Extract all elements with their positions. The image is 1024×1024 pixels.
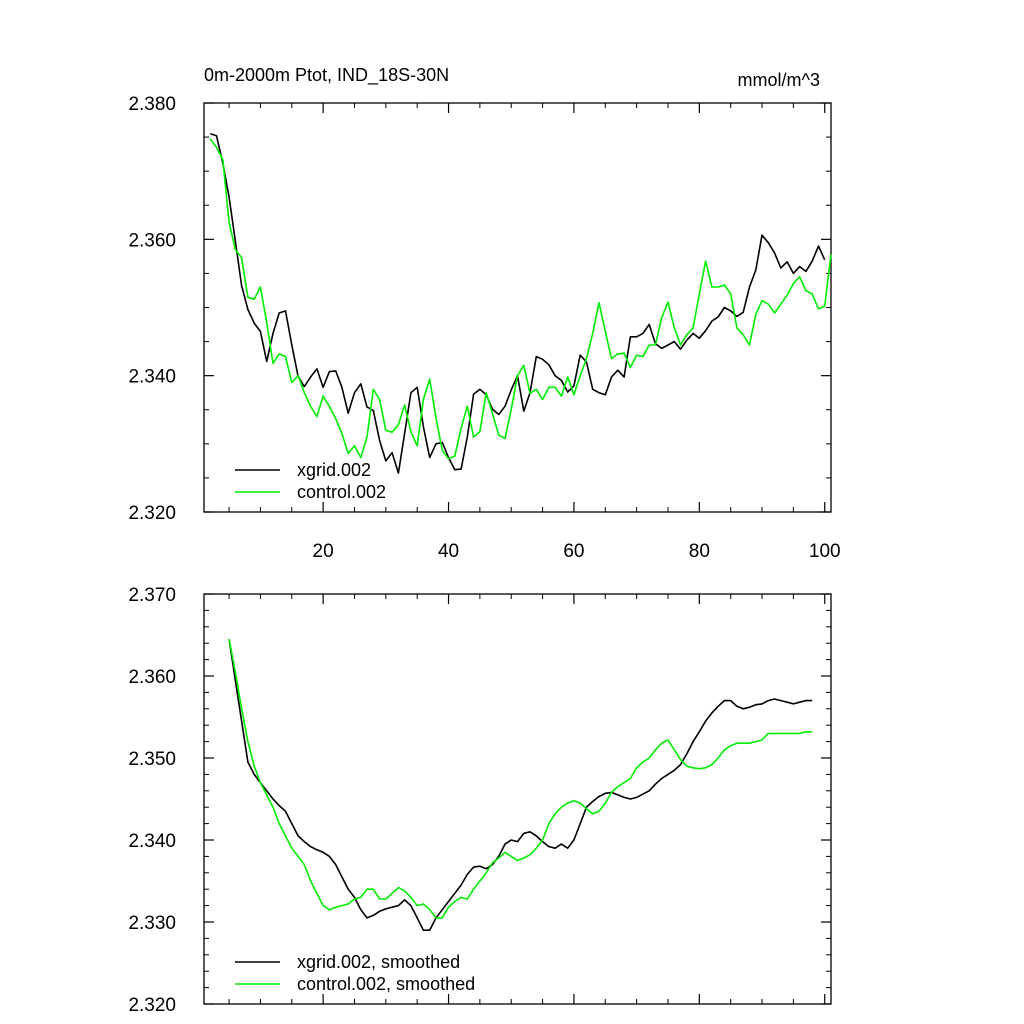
y-tick-label: 2.360: [128, 667, 176, 688]
legend-label: control.002: [297, 482, 386, 502]
y-tick-label: 2.380: [128, 94, 176, 115]
y-tick-label: 2.360: [128, 230, 176, 251]
series-line-control-002: [209, 138, 832, 460]
series-line-xgrid-002-smoothed: [228, 638, 813, 932]
bottom-panel: 2.320 2.330 2.340 2.350 2.360 2.370 xgrid.002,…: [128, 585, 832, 1016]
x-tick-label: 80: [689, 541, 710, 562]
legend-label: control.002, smoothed: [297, 974, 475, 994]
plot-frame: [203, 593, 832, 1005]
series-line-control-002-smoothed: [228, 638, 813, 919]
legend-label: xgrid.002: [297, 460, 371, 480]
y-tick-label: 2.320: [128, 503, 176, 524]
y-tick-label: 2.340: [128, 831, 176, 852]
top-panel: 2.320 2.340 2.360 2.380 20 40 60 80 100 xgrid.002…: [128, 94, 840, 562]
x-tick-label: 60: [563, 541, 584, 562]
x-tick-label: 100: [809, 541, 841, 562]
chart-units: mmol/m^3: [738, 70, 820, 90]
legend-label: xgrid.002, smoothed: [297, 952, 460, 972]
x-tick-label: 40: [438, 541, 459, 562]
chart-title: 0m-2000m Ptot, IND_18S-30N: [204, 65, 449, 86]
x-tick-label: 20: [313, 541, 334, 562]
y-tick-label: 2.350: [128, 749, 176, 770]
y-tick-label: 2.370: [128, 585, 176, 606]
plot-frame: [203, 102, 832, 513]
y-tick-label: 2.330: [128, 913, 176, 934]
y-tick-label: 2.340: [128, 367, 176, 388]
y-tick-label: 2.320: [128, 995, 176, 1016]
